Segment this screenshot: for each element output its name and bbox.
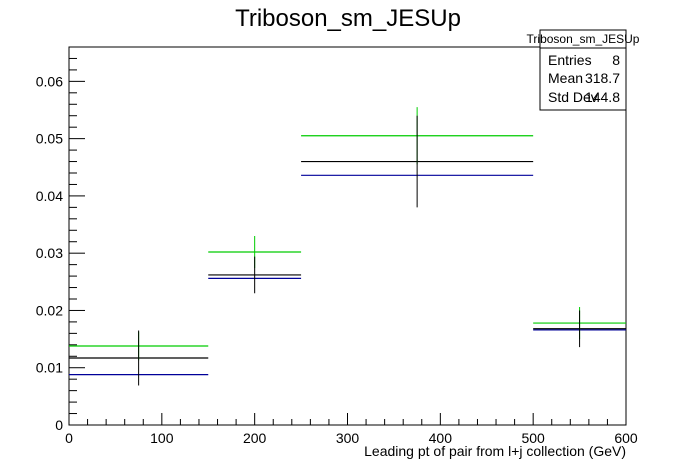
y-tick-label: 0.02 bbox=[36, 302, 63, 318]
axes: 0 100 200 300 400 500 600 0 0.01 0.02 0.03 0.04 0.05… bbox=[36, 46, 638, 446]
series-2 bbox=[69, 174, 626, 376]
stat-entries-label: Entries bbox=[548, 52, 592, 68]
y-tick-label: 0.03 bbox=[36, 245, 63, 261]
y-tick-label: 0.06 bbox=[36, 73, 63, 89]
x-tick-label: 400 bbox=[429, 430, 453, 446]
y-tick-label: 0.05 bbox=[36, 131, 63, 147]
stat-mean-label: Mean bbox=[548, 70, 583, 86]
y-tick-label: 0.04 bbox=[36, 188, 63, 204]
series-0 bbox=[69, 135, 626, 347]
stat-mean-value: 318.7 bbox=[585, 70, 620, 86]
stat-stddev-value: 144.8 bbox=[585, 89, 620, 105]
chart-title: Triboson_sm_JESUp bbox=[235, 5, 461, 32]
stat-stddev-label: Std Dev bbox=[548, 89, 598, 105]
series-layer bbox=[69, 107, 626, 386]
x-tick-label: 0 bbox=[65, 430, 73, 446]
y-tick-label: 0 bbox=[55, 417, 63, 433]
series-1 bbox=[69, 160, 626, 359]
x-tick-label: 600 bbox=[614, 430, 638, 446]
stats-box: Triboson_sm_JESUp Entries 8 Mean 318.7 S… bbox=[527, 29, 640, 111]
x-tick-label: 300 bbox=[336, 430, 360, 446]
stats-box-title: Triboson_sm_JESUp bbox=[527, 32, 640, 46]
x-tick-label: 500 bbox=[521, 430, 545, 446]
x-tick-label: 200 bbox=[243, 430, 267, 446]
stats-box-frame bbox=[539, 29, 627, 111]
error-bars bbox=[138, 107, 581, 386]
x-axis-label: Leading pt of pair from l+j collection (… bbox=[364, 443, 626, 459]
y-tick-label: 0.01 bbox=[36, 360, 63, 376]
stat-entries-value: 8 bbox=[612, 52, 620, 68]
x-tick-label: 100 bbox=[150, 430, 174, 446]
